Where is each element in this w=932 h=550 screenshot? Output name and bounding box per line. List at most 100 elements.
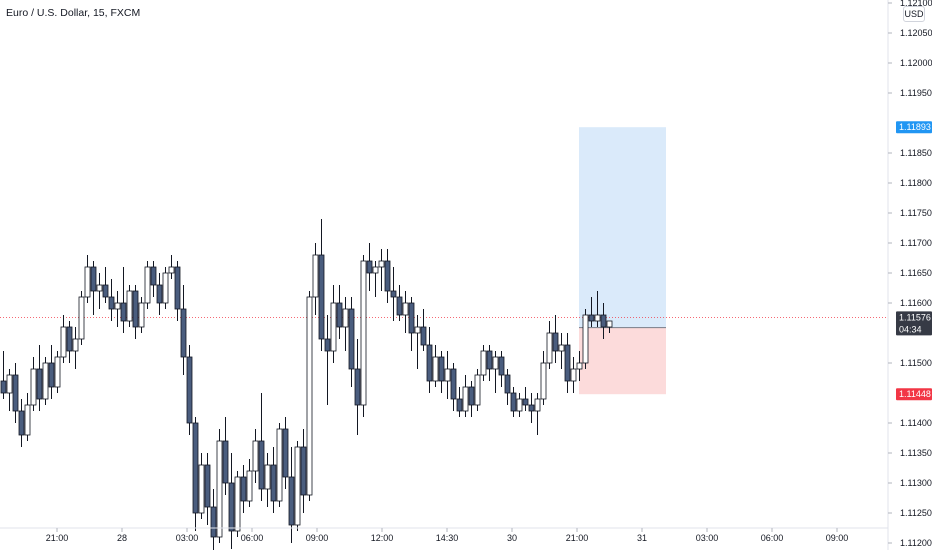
candle-body: [258, 440, 265, 490]
candle: [180, 285, 187, 375]
x-tick-label: 03:00: [696, 533, 719, 543]
candle: [294, 441, 301, 531]
candle: [24, 393, 31, 441]
candle: [30, 357, 37, 411]
candle-body: [342, 308, 349, 328]
candle: [534, 393, 541, 435]
loss-zone[interactable]: [579, 327, 666, 395]
candle: [0, 351, 7, 399]
candle-body: [102, 284, 109, 298]
y-tick-label: 1.11400: [900, 418, 932, 428]
candle-body: [516, 398, 523, 412]
candle: [588, 297, 595, 327]
candle: [306, 291, 313, 501]
candle-body: [414, 326, 421, 334]
candle: [210, 489, 217, 550]
candle-body: [72, 338, 79, 352]
profit-zone[interactable]: [579, 127, 666, 328]
candle-body: [366, 260, 373, 274]
candle-body: [498, 356, 505, 376]
candle: [570, 357, 577, 393]
y-tick-label: 1.11350: [900, 448, 932, 458]
candle-body: [402, 302, 409, 316]
candle: [6, 369, 13, 411]
candle: [420, 309, 427, 351]
candle: [594, 291, 601, 327]
candle: [456, 387, 463, 417]
candle-body: [534, 398, 541, 412]
candle: [366, 243, 373, 291]
candle-body: [600, 314, 607, 328]
candle-body: [270, 464, 277, 502]
candle: [414, 315, 421, 369]
candle: [516, 393, 523, 417]
candle: [42, 357, 49, 405]
candle-body: [204, 464, 211, 508]
candle: [72, 327, 79, 369]
candle-body: [108, 296, 115, 310]
candle-body: [360, 260, 367, 406]
candle: [228, 453, 235, 549]
candle-body: [162, 272, 169, 304]
candle-body: [468, 386, 475, 406]
target-price-tag-text: 1.11893: [899, 122, 931, 132]
candle-body: [312, 254, 319, 298]
y-tick-label: 1.12050: [900, 28, 932, 38]
candle-body: [426, 344, 433, 382]
candle: [192, 417, 199, 531]
y-tick-label: 1.12000: [900, 58, 932, 68]
candle: [396, 285, 403, 321]
candle-body: [234, 476, 241, 532]
candle: [282, 417, 289, 489]
candle: [264, 453, 271, 507]
candle-body: [570, 368, 577, 382]
candle: [300, 429, 307, 513]
candle-body: [126, 290, 133, 322]
candle-body: [486, 350, 493, 370]
stop-price-tag: [896, 388, 932, 401]
candle-body: [24, 404, 31, 436]
candle: [546, 321, 553, 369]
candle: [36, 345, 43, 411]
candle: [354, 339, 361, 435]
candle: [234, 471, 241, 537]
candle-body: [66, 326, 73, 352]
candle: [312, 243, 319, 315]
candle-body: [408, 302, 415, 334]
candle: [528, 393, 535, 423]
candle-body: [372, 266, 379, 274]
candle-body: [462, 386, 469, 412]
candle-body: [12, 374, 19, 412]
x-tick-label: 21:00: [566, 533, 589, 543]
candle-body: [138, 302, 145, 328]
candle-body: [60, 326, 67, 358]
candle: [174, 261, 181, 321]
currency-button[interactable]: USD: [903, 6, 925, 22]
candle-body: [324, 338, 331, 352]
candle: [360, 255, 367, 417]
candle-body: [198, 464, 205, 514]
candle: [450, 363, 457, 411]
candle: [372, 261, 379, 297]
stop-price-tag-text: 1.11448: [899, 389, 931, 399]
candle: [576, 351, 583, 381]
target-price-tag: [896, 121, 932, 134]
candle: [12, 363, 19, 423]
candle: [144, 261, 151, 309]
x-tick-label: 03:00: [176, 533, 199, 543]
x-tick-label: 09:00: [306, 533, 329, 543]
candle: [66, 321, 73, 363]
candle: [342, 297, 349, 351]
y-tick-label: 1.11950: [900, 88, 932, 98]
candle: [162, 267, 169, 309]
candle: [54, 351, 61, 393]
x-tick-label: 06:00: [241, 533, 264, 543]
candle-body: [378, 260, 385, 268]
candle: [186, 345, 193, 435]
candle-body: [36, 368, 43, 400]
last-price-tag-countdown: 04:34: [899, 324, 922, 334]
candle: [510, 387, 517, 417]
y-tick-label: 1.11800: [900, 178, 932, 188]
